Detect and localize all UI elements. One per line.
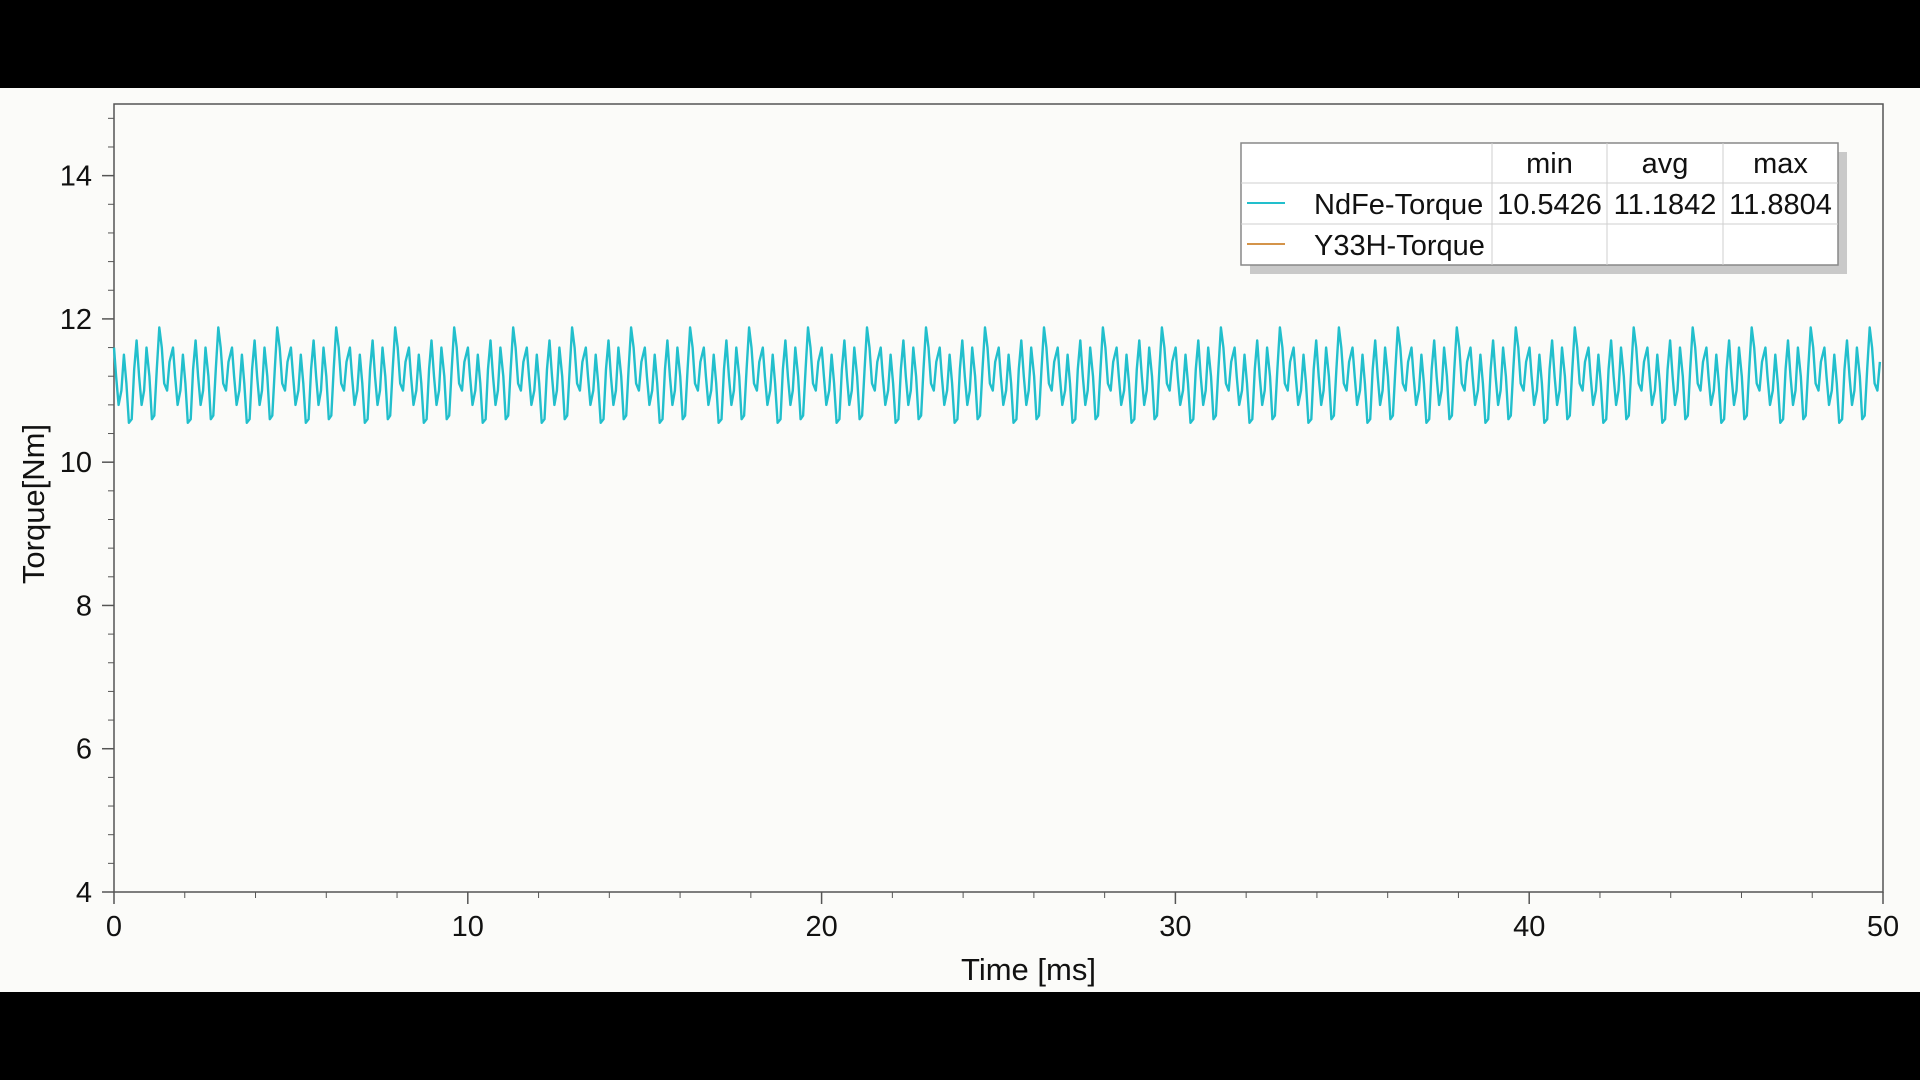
legend-header-min: min [1526,148,1573,180]
y-tick-label: 4 [76,877,92,909]
axis-ticks: 0 10 20 30 40 50 4 6 8 10 12 14 [60,117,1899,943]
legend-max-ndfe-torque: 11.8804 [1729,189,1832,221]
y-tick-label: 10 [60,447,92,479]
y-axis-label: Torque[Nm] [16,424,51,584]
y-tick-label: 14 [60,161,92,193]
plot-frame [113,103,1884,893]
legend-entry-ndfe-torque: NdFe-Torque [1314,189,1483,221]
x-tick-label: 0 [106,911,122,943]
y-tick-label: 12 [60,304,92,336]
y-tick-label: 8 [76,590,92,622]
x-axis-label: Time [ms] [961,952,1096,987]
x-tick-label: 30 [1159,911,1191,943]
legend-header-max: max [1753,148,1808,180]
x-tick-label: 10 [452,911,484,943]
legend-header-avg: avg [1642,148,1689,180]
series-layer [112,326,1882,424]
x-tick-label: 20 [805,911,837,943]
legend-grid [1241,143,1838,265]
legend-entry-y33h-torque: Y33H-Torque [1314,230,1485,262]
x-tick-label: 50 [1867,911,1899,943]
y-tick-label: 6 [76,734,92,766]
x-tick-label: 40 [1513,911,1545,943]
legend-box [1240,142,1839,266]
series-line-ndfe-torque [112,326,1882,424]
legend-min-ndfe-torque: 10.5426 [1497,189,1602,221]
legend: min avg max NdFe-Torque 10.5426 11.1842 … [1240,142,1847,274]
legend-avg-ndfe-torque: 11.1842 [1614,189,1717,221]
